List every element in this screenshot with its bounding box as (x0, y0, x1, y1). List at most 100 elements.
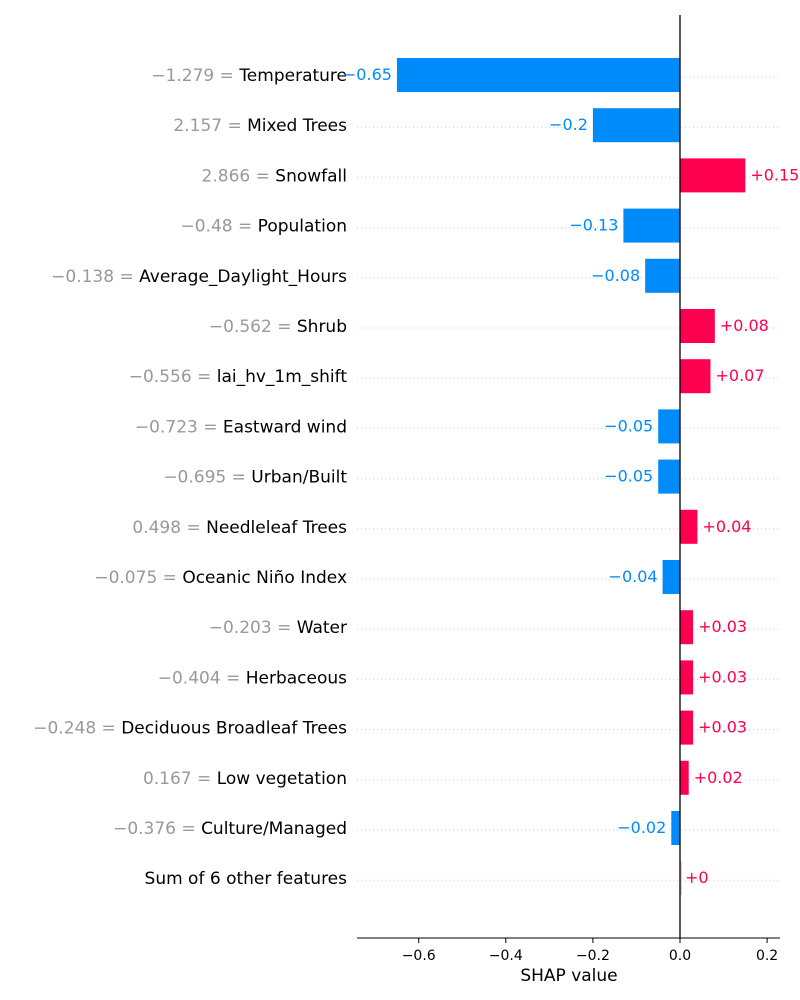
shap-value-label: −0.05 (604, 416, 653, 435)
feature-label: 2.866 = Snowfall (202, 166, 347, 186)
shap-value-label: +0.15 (750, 165, 799, 184)
shap-value-label: −0.08 (591, 266, 640, 285)
feature-label: 0.167 = Low vegetation (143, 769, 347, 789)
value-labels: −0.65 −0.2 +0.15 −0.13 −0.08 +0.08 +0.07 −0.05 −… (343, 65, 799, 887)
shap-bar (680, 710, 694, 745)
shap-value-label: +0.03 (698, 667, 747, 686)
feature-label: −0.556 = lai_hv_1m_shift (129, 367, 348, 387)
feature-name: Sum of 6 other features (145, 869, 348, 889)
shap-bar (680, 158, 746, 193)
feature-name: Urban/Built (251, 468, 347, 488)
feature-label: −0.376 = Culture/Managed (113, 819, 347, 839)
feature-label: −0.248 = Deciduous Broadleaf Trees (33, 719, 347, 739)
feature-name: Oceanic Niño Index (182, 568, 347, 588)
feature-label: −1.279 = Temperature (151, 66, 347, 86)
feature-value: −0.138 (51, 267, 114, 287)
feature-name: Culture/Managed (201, 819, 347, 839)
shap-bar (680, 359, 711, 394)
x-tick-label: −0.2 (576, 948, 610, 964)
feature-name: Needleleaf Trees (206, 518, 347, 538)
x-axis: −0.6 −0.4 −0.2 0.0 0.2 SHAP value (357, 937, 780, 986)
feature-name: lai_hv_1m_shift (217, 367, 348, 387)
feature-label: −0.562 = Shrub (209, 317, 347, 337)
x-tick-label: 0.2 (756, 948, 778, 964)
shap-bar (658, 459, 680, 494)
shap-value-label: −0.2 (549, 115, 588, 134)
shap-value-label: +0.03 (698, 718, 747, 737)
equals-sign: = (192, 367, 217, 387)
feature-name: Mixed Trees (247, 116, 347, 136)
shap-bar (680, 760, 689, 795)
feature-label: −0.404 = Herbaceous (158, 668, 347, 688)
equals-sign: = (214, 66, 239, 86)
feature-value: 2.866 (202, 166, 251, 186)
shap-value-label: −0.05 (604, 467, 653, 486)
feature-value: 2.157 (173, 116, 222, 136)
x-tick-label: −0.4 (489, 948, 523, 964)
x-tick-label: 0.0 (669, 948, 691, 964)
feature-value: −0.562 (209, 317, 272, 337)
shap-bar (680, 610, 694, 645)
feature-value: −0.723 (135, 417, 198, 437)
feature-name: Shrub (297, 317, 347, 337)
shap-bar (396, 58, 680, 92)
feature-label: −0.48 = Population (181, 217, 348, 237)
equals-sign: = (192, 769, 217, 789)
feature-value: 0.498 (132, 518, 181, 538)
feature-value: −0.48 (181, 217, 233, 237)
shap-bar (680, 861, 682, 896)
x-axis-ticks: −0.6 −0.4 −0.2 0.0 0.2 (402, 938, 778, 964)
feature-label: Sum of 6 other features (145, 869, 348, 889)
shap-value-label: +0.02 (694, 768, 743, 787)
feature-value: −1.279 (151, 66, 214, 86)
equals-sign: = (221, 668, 246, 688)
equals-sign: = (198, 417, 223, 437)
equals-sign: = (272, 618, 297, 638)
equals-sign: = (250, 166, 275, 186)
shap-value-label: +0.03 (698, 617, 747, 636)
feature-name: Deciduous Broadleaf Trees (121, 719, 347, 739)
shap-bar (662, 560, 680, 594)
shap-value-label: +0 (685, 868, 709, 887)
equals-sign: = (233, 217, 258, 237)
feature-name: Temperature (238, 66, 347, 86)
gridlines (357, 76, 780, 881)
feature-label: −0.695 = Urban/Built (163, 468, 347, 488)
feature-name: Snowfall (275, 166, 347, 186)
equals-sign: = (226, 468, 251, 488)
feature-name: Herbaceous (246, 668, 347, 688)
equals-sign: = (114, 267, 139, 287)
feature-label: −0.203 = Water (209, 618, 347, 638)
shap-value-label: −0.65 (343, 65, 392, 84)
shap-value-label: −0.02 (617, 818, 666, 837)
x-axis-label: SHAP value (520, 966, 617, 986)
shap-bar (645, 258, 680, 293)
shap-value-label: +0.08 (720, 316, 769, 335)
feature-value: −0.556 (129, 367, 192, 387)
feature-label: −0.723 = Eastward wind (135, 417, 347, 437)
feature-value: −0.203 (209, 618, 272, 638)
feature-value: −0.404 (158, 668, 221, 688)
shap-value-label: +0.04 (702, 517, 751, 536)
feature-name: Eastward wind (223, 417, 347, 437)
feature-label: 0.498 = Needleleaf Trees (132, 518, 347, 538)
equals-sign: = (157, 568, 182, 588)
shap-bar (658, 409, 680, 444)
equals-sign: = (181, 518, 206, 538)
equals-sign: = (222, 116, 247, 136)
feature-value: 0.167 (143, 769, 192, 789)
feature-value: −0.695 (163, 468, 226, 488)
shap-value-label: −0.13 (569, 216, 618, 235)
equals-sign: = (176, 819, 201, 839)
equals-sign: = (96, 719, 121, 739)
shap-bar (680, 509, 698, 544)
shap-value-label: −0.04 (609, 567, 658, 586)
feature-label: −0.138 = Average_Daylight_Hours (51, 267, 347, 287)
shap-value-label: +0.07 (715, 366, 764, 385)
feature-label: −0.075 = Oceanic Niño Index (94, 568, 347, 588)
feature-name: Population (258, 217, 347, 237)
feature-label: 2.157 = Mixed Trees (173, 116, 347, 136)
equals-sign: = (272, 317, 297, 337)
